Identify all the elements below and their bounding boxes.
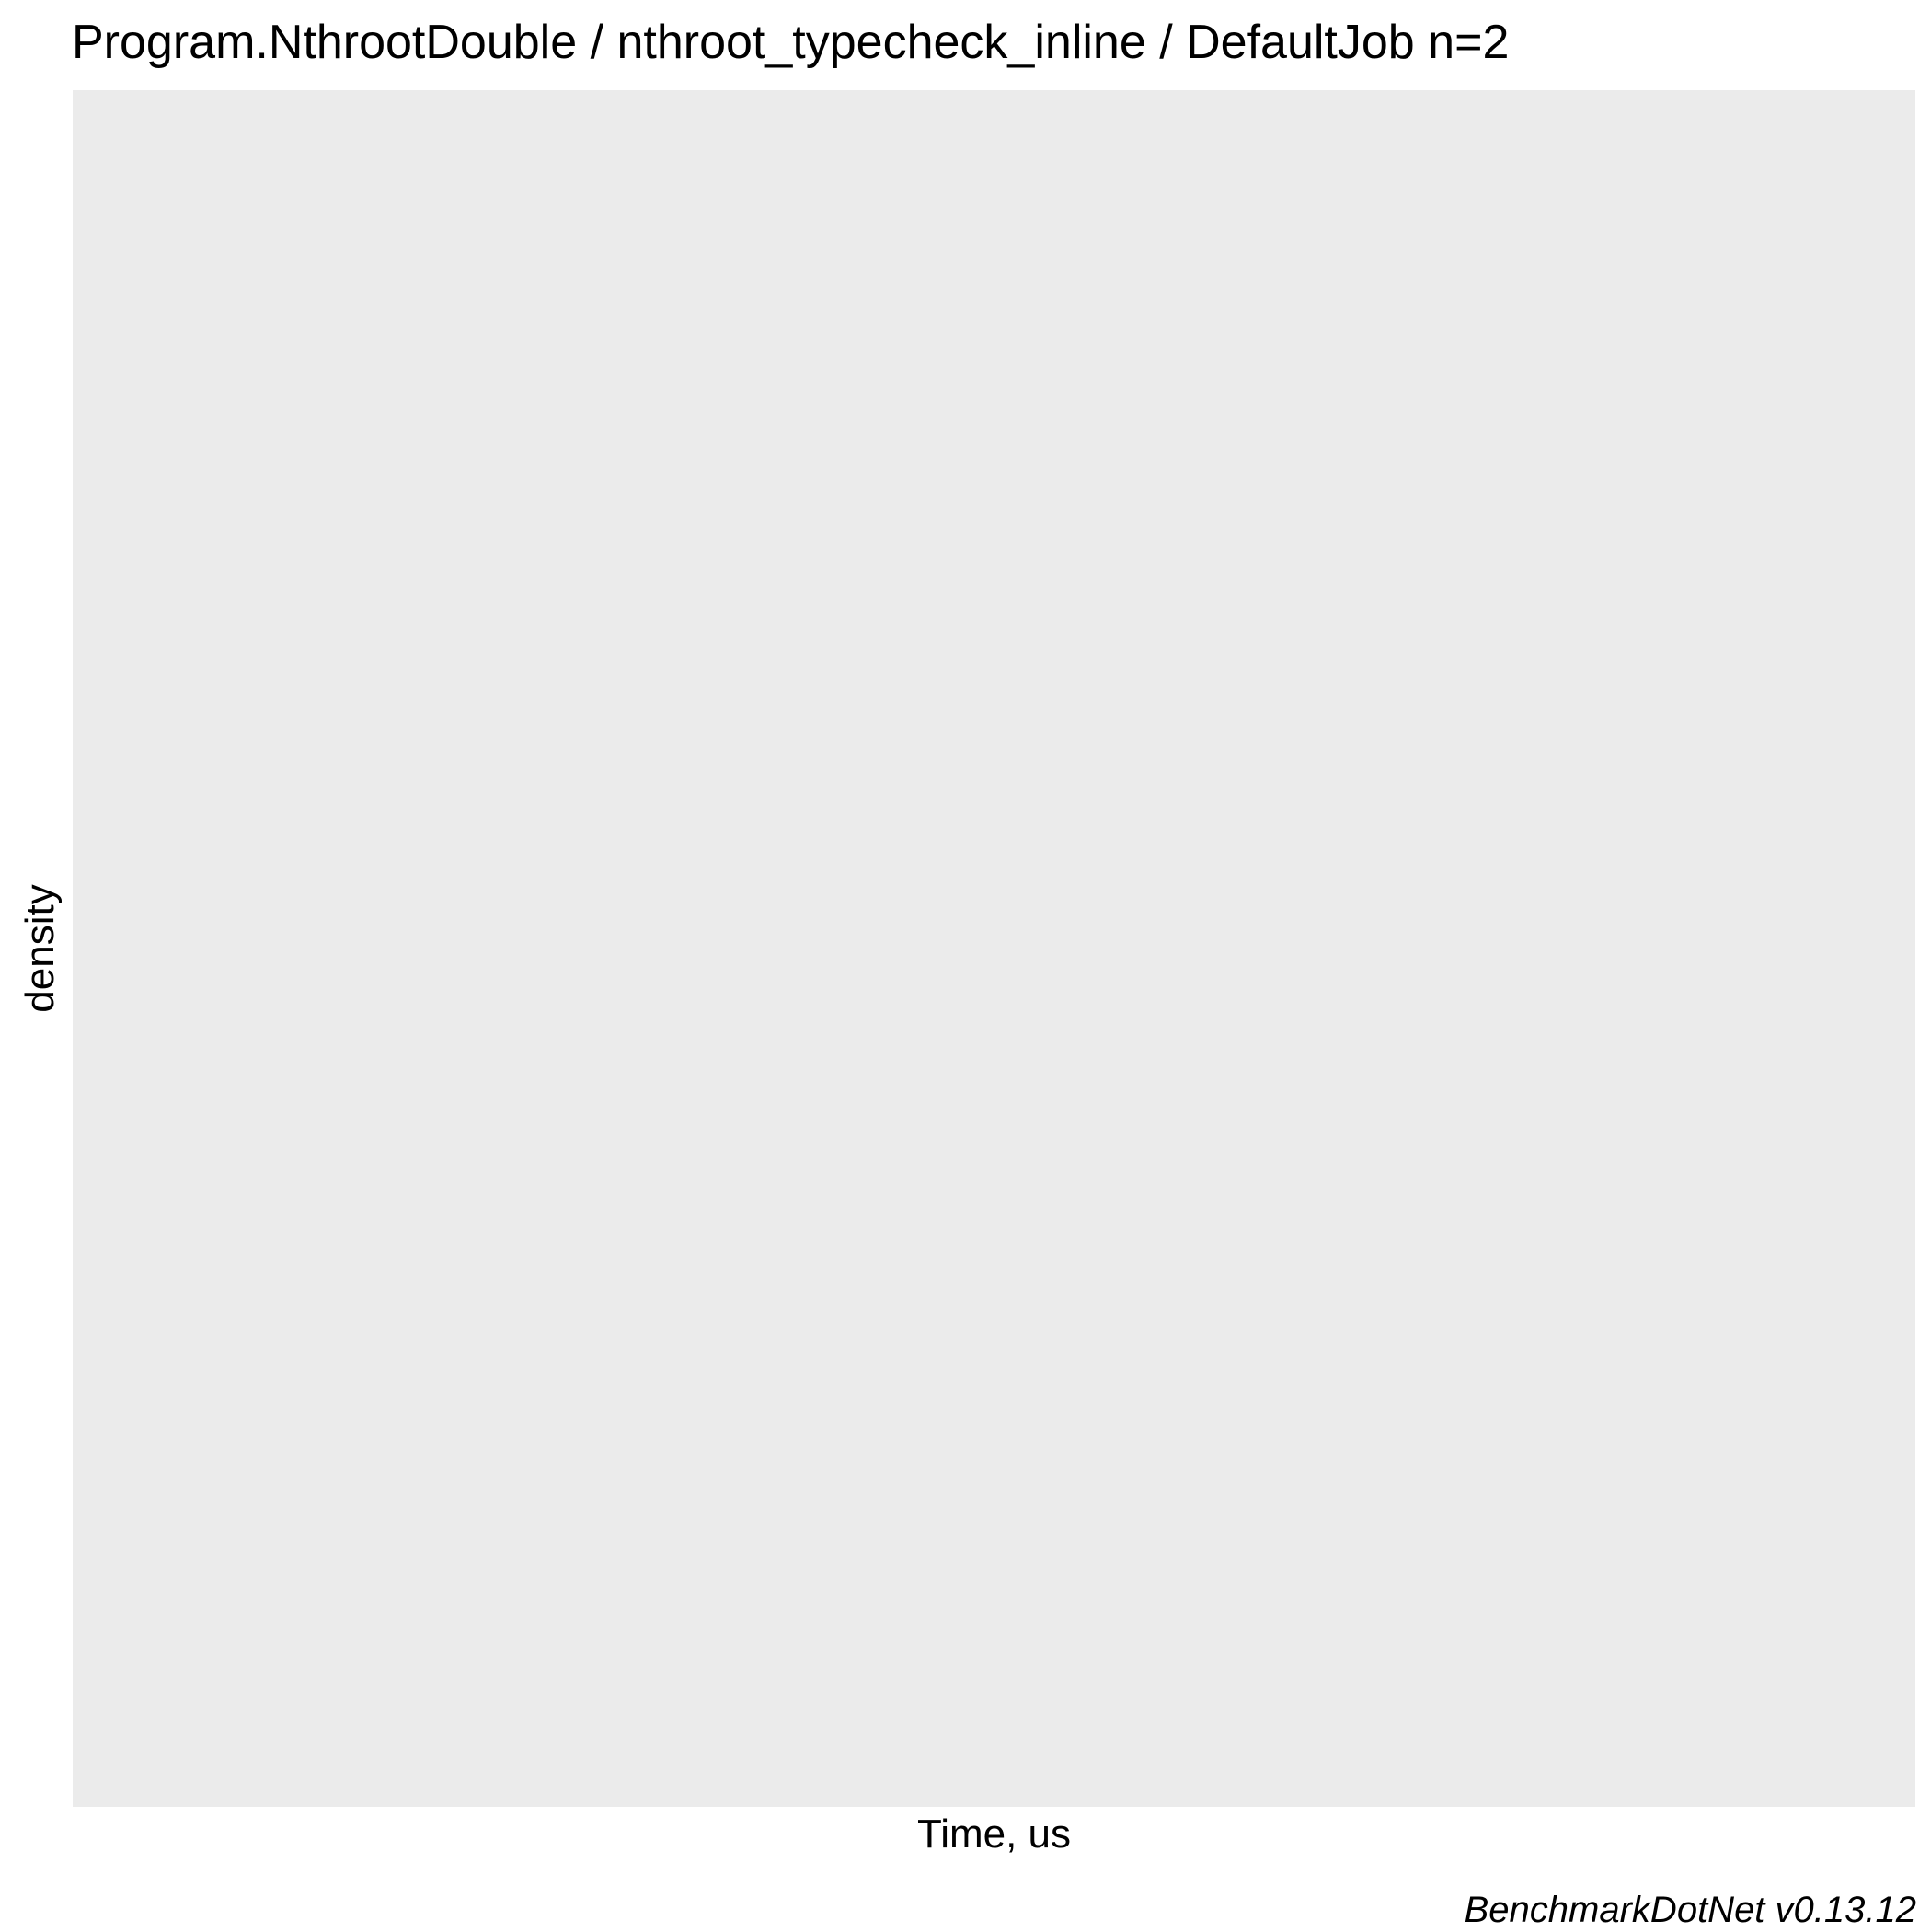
plot-panel: [73, 90, 1915, 1807]
x-axis-label: Time, us: [916, 1811, 1072, 1857]
density-plot-area: [73, 90, 1915, 1807]
chart-title: Program.NthrootDouble / nthroot_typechec…: [72, 16, 1510, 69]
y-axis-label: density: [17, 884, 63, 1013]
benchmark-caption: BenchmarkDotNet v0.13.12: [1464, 1890, 1916, 1930]
